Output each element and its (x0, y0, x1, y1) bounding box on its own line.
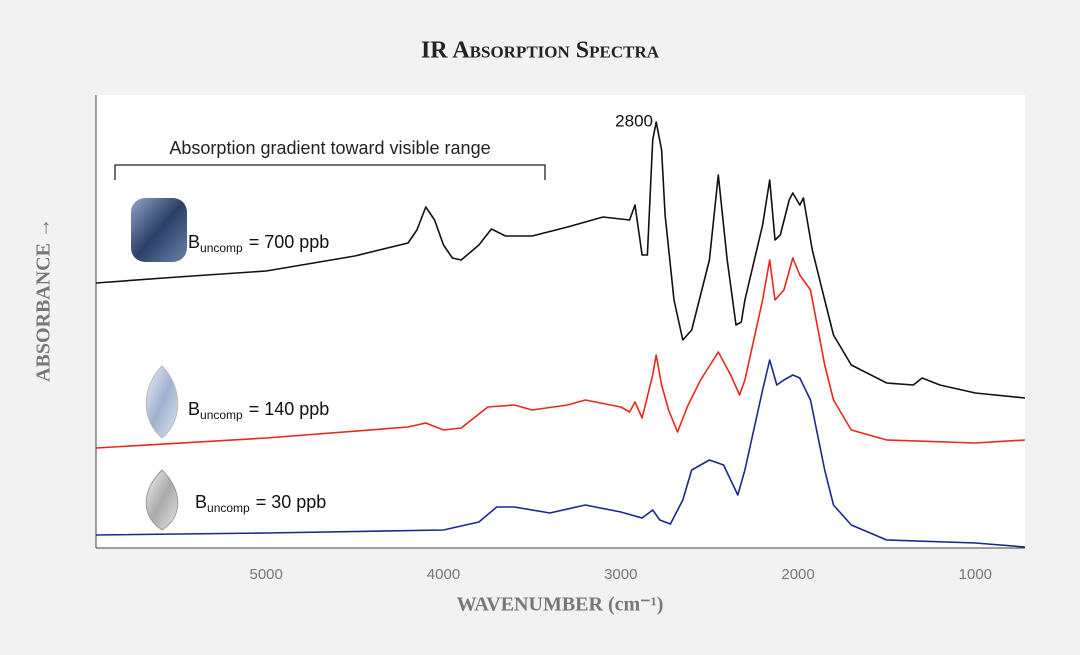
spectrum-line (95, 359, 1026, 548)
y-axis-label: ABSORBANCE → (33, 218, 55, 382)
x-tick-label: 4000 (427, 566, 460, 583)
spectrum-line (95, 257, 1026, 449)
series-label-part: = 30 ppb (256, 492, 327, 512)
spectrum-line (95, 121, 1026, 399)
annotation: 2800 (615, 111, 653, 130)
x-axis-label: WAVENUMBER (cm⁻¹) (457, 594, 664, 616)
plot-area (96, 95, 1025, 548)
series-label-part: = 700 ppb (249, 232, 330, 252)
diamond-icon (145, 365, 179, 439)
diamond-icon (145, 469, 179, 531)
x-tick-label: 2000 (781, 566, 814, 583)
x-tick-label: 1000 (959, 566, 992, 583)
series-label: Buncomp = 700 ppb (188, 232, 329, 255)
diamond-icon (131, 198, 187, 262)
x-tick-label: 5000 (250, 566, 283, 583)
series-label: Buncomp = 140 ppb (188, 399, 329, 422)
series-label-part: B (188, 399, 200, 419)
series-label: Buncomp = 30 ppb (195, 492, 326, 515)
series-label-part: = 140 ppb (249, 399, 330, 419)
x-tick-label: 3000 (604, 566, 637, 583)
chart-title: IR Absorption Spectra (421, 38, 660, 64)
annotation: Absorption gradient toward visible range (169, 138, 490, 158)
series-label-part: uncomp (200, 241, 243, 255)
series-label-part: B (188, 232, 200, 252)
series-label-part: uncomp (200, 408, 243, 422)
bracket (114, 164, 546, 180)
series-label-part: B (195, 492, 207, 512)
series-label-part: uncomp (207, 501, 250, 515)
series-labels: Buncomp = 700 ppb Buncomp = 140 ppb Buncomp =… (188, 232, 329, 515)
